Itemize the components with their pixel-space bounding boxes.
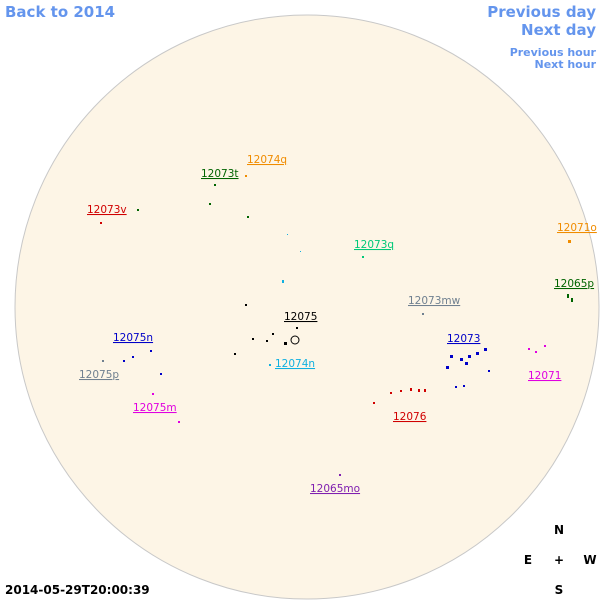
timestamp: 2014-05-29T20:00:39	[5, 583, 150, 597]
region-label: 12073	[447, 333, 480, 345]
region-label: 12073t	[201, 168, 239, 180]
region-label: 12071	[528, 370, 561, 382]
previous-hour-link[interactable]: Previous hour	[510, 46, 597, 59]
region-label: 12065mo	[310, 483, 360, 495]
region-label: 12075p	[79, 369, 119, 381]
compass-east: E	[524, 553, 532, 567]
region-label: 12075n	[113, 332, 153, 344]
region-label: 12074n	[275, 358, 315, 370]
previous-day-link[interactable]: Previous day	[487, 3, 596, 21]
region-label: 12075m	[133, 402, 177, 414]
compass-north: N	[554, 523, 564, 537]
compass-center: +	[554, 553, 564, 567]
region-label: 12074q	[247, 154, 287, 166]
next-day-link[interactable]: Next day	[521, 21, 596, 39]
region-label: 12073q	[354, 239, 394, 251]
region-label: 12075	[284, 311, 317, 323]
back-link[interactable]: Back to 2014	[5, 3, 115, 21]
compass-south: S	[555, 583, 564, 597]
region-label: 12065p	[554, 278, 594, 290]
region-label: 12071o	[557, 222, 597, 234]
region-label: 12073mw	[408, 295, 461, 307]
region-label: 12076	[393, 411, 427, 423]
region-labels: 12074q 12073t 12073v 12071o 12073q 12065…	[79, 154, 597, 495]
sunspots	[100, 175, 573, 476]
compass-west: W	[583, 553, 596, 567]
region-label: 12073v	[87, 204, 127, 216]
next-hour-link[interactable]: Next hour	[535, 58, 597, 71]
solar-disk	[14, 14, 600, 600]
